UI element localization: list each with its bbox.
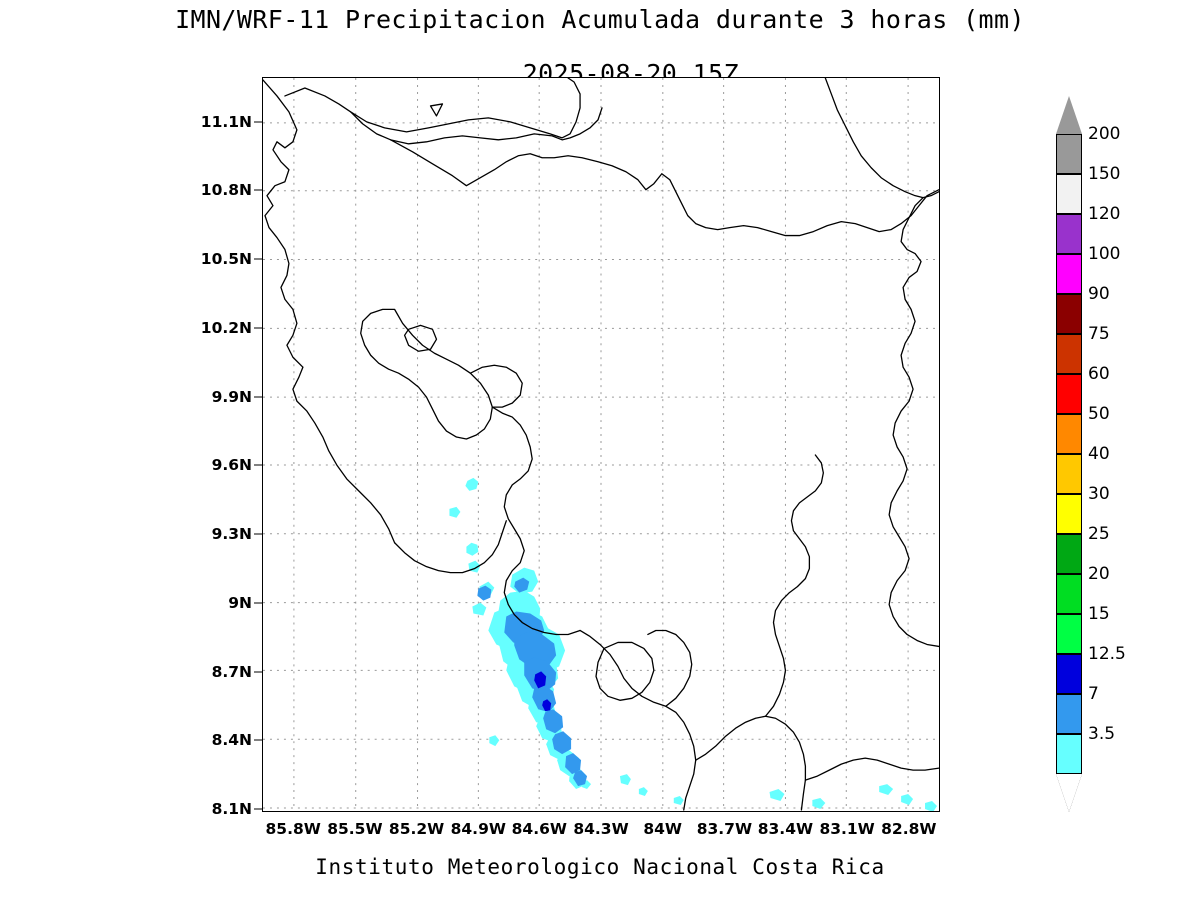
x-tick-label: 85.5W bbox=[327, 820, 383, 838]
colorbar-swatch[interactable] bbox=[1056, 734, 1082, 774]
colorbar-swatch[interactable] bbox=[1056, 694, 1082, 734]
gridlines bbox=[263, 78, 939, 811]
colorbar-swatch[interactable] bbox=[1056, 254, 1082, 294]
y-tick-mark bbox=[254, 464, 262, 466]
x-tick-label: 83.7W bbox=[696, 820, 753, 838]
precip-band-12p5 bbox=[534, 671, 552, 712]
colorbar-tick-label: 60 bbox=[1088, 364, 1110, 384]
colorbar-tick-label: 150 bbox=[1088, 164, 1121, 184]
y-tick-label: 8.1N bbox=[211, 800, 252, 819]
colorbar-swatch[interactable] bbox=[1056, 174, 1082, 214]
y-tick-label: 10.5N bbox=[200, 250, 252, 269]
x-tick-label: 84.6W bbox=[511, 820, 567, 838]
colorbar-tick-label: 7 bbox=[1088, 684, 1099, 704]
y-tick-label: 10.8N bbox=[200, 181, 252, 200]
colorbar-tick-label: 90 bbox=[1088, 284, 1110, 304]
page-title: IMN/WRF-11 Precipitacion Acumulada duran… bbox=[175, 5, 1025, 34]
colorbar-tick-label: 50 bbox=[1088, 404, 1110, 424]
y-tick-mark bbox=[254, 739, 262, 741]
y-tick-mark bbox=[254, 671, 262, 673]
colorbar-swatch[interactable] bbox=[1056, 614, 1082, 654]
y-tick-mark bbox=[254, 602, 262, 604]
colorbar-swatch[interactable] bbox=[1056, 454, 1082, 494]
map-plot-area[interactable] bbox=[262, 77, 940, 812]
x-tick-label: 84.3W bbox=[573, 820, 629, 838]
colorbar-tick-label: 75 bbox=[1088, 324, 1110, 344]
colorbar-swatch[interactable] bbox=[1056, 214, 1082, 254]
colorbar-swatch[interactable] bbox=[1056, 294, 1082, 334]
colorbar-tick-label: 200 bbox=[1088, 124, 1121, 144]
y-tick-mark bbox=[254, 258, 262, 260]
coastline-layer bbox=[263, 78, 939, 811]
colorbar-swatch[interactable] bbox=[1056, 134, 1082, 174]
footer-credit: Instituto Meteorologico Nacional Costa R… bbox=[315, 855, 885, 879]
colorbar-tick-label: 100 bbox=[1088, 244, 1121, 264]
colorbar-over-arrow bbox=[1056, 96, 1082, 134]
y-tick-label: 10.2N bbox=[200, 318, 252, 337]
y-tick-mark bbox=[254, 396, 262, 398]
y-axis-labels: 11.1N 10.8N 10.5N 10.2N 9.9N 9.6N 9.3N 9N 8.7N 8.… bbox=[150, 77, 252, 818]
x-tick-label: 84.9W bbox=[450, 820, 506, 838]
y-tick-mark bbox=[254, 808, 262, 810]
colorbar-swatch[interactable] bbox=[1056, 494, 1082, 534]
y-tick-label: 8.4N bbox=[211, 730, 252, 749]
x-tick-label: 85.8W bbox=[265, 820, 321, 838]
y-tick-label: 9.6N bbox=[211, 456, 252, 475]
colorbar[interactable]: 3.5 7 12.5 15 20 25 30 40 50 60 75 90 100 120 150 200 bbox=[1054, 96, 1126, 812]
colorbar-under-arrow bbox=[1056, 774, 1082, 812]
y-tick-label: 9.3N bbox=[211, 525, 252, 544]
x-tick-label: 85.2W bbox=[388, 820, 445, 838]
x-tick-label: 84W bbox=[643, 820, 683, 838]
x-tick-label: 83.1W bbox=[819, 820, 875, 838]
x-tick-label: 83.4W bbox=[757, 820, 814, 838]
y-tick-label: 8.7N bbox=[211, 662, 252, 681]
colorbar-swatch[interactable] bbox=[1056, 574, 1082, 614]
colorbar-tick-label: 30 bbox=[1088, 484, 1110, 504]
colorbar-swatch-stack bbox=[1056, 134, 1082, 774]
colorbar-swatch[interactable] bbox=[1056, 654, 1082, 694]
colorbar-tick-label: 120 bbox=[1088, 204, 1121, 224]
colorbar-tick-label: 12.5 bbox=[1088, 644, 1126, 664]
precipitation-field bbox=[449, 477, 938, 811]
y-tick-label: 11.1N bbox=[200, 112, 252, 131]
colorbar-tick-label: 20 bbox=[1088, 564, 1110, 584]
y-tick-mark bbox=[254, 327, 262, 329]
colorbar-tick-label: 15 bbox=[1088, 604, 1110, 624]
y-tick-mark bbox=[254, 189, 262, 191]
colorbar-swatch[interactable] bbox=[1056, 414, 1082, 454]
colorbar-tick-label: 40 bbox=[1088, 444, 1110, 464]
colorbar-swatch[interactable] bbox=[1056, 374, 1082, 414]
x-axis-labels: 85.8W 85.5W 85.2W 84.9W 84.6W 84.3W 84W 83.7W 83… bbox=[262, 820, 940, 844]
colorbar-swatch[interactable] bbox=[1056, 534, 1082, 574]
x-tick-label: 82.8W bbox=[881, 820, 937, 838]
y-tick-mark bbox=[254, 121, 262, 123]
colorbar-tick-label: 25 bbox=[1088, 524, 1110, 544]
colorbar-swatch[interactable] bbox=[1056, 334, 1082, 374]
colorbar-tick-label: 3.5 bbox=[1088, 724, 1116, 744]
y-tick-label: 9N bbox=[228, 593, 252, 612]
y-tick-mark bbox=[254, 533, 262, 535]
y-tick-label: 9.9N bbox=[211, 387, 252, 406]
